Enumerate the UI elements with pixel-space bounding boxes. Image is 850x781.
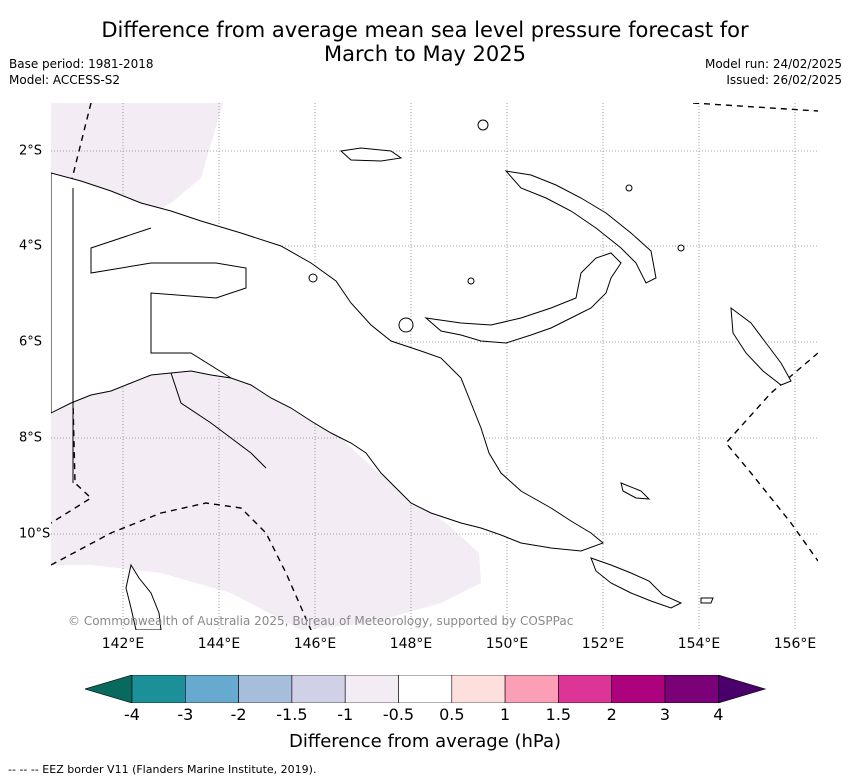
new-guinea-mainland [51,172,604,552]
new-ireland [504,170,657,284]
lon-label: 152°E [581,636,625,652]
lon-label: 150°E [485,636,529,652]
lat-label: 2°S [19,143,43,159]
colorbar-segment [291,675,346,703]
lon-label: 142°E [101,636,145,652]
lat-label: 10°S [19,526,51,542]
colorbar-segment [611,675,666,703]
eez-borders [51,103,818,630]
colorbar-tick-label: -1 [337,705,354,724]
colorbar-tick-label: -3 [177,705,194,724]
colorbar-tick-label: -4 [124,705,140,724]
colorbar-tick-label: 0.5 [439,705,465,724]
colorbar-segment [504,675,559,703]
colorbar [85,675,767,703]
colorbar-extend-high [717,675,767,703]
model-name: Model: ACCESS-S2 [9,73,121,87]
lat-label: 4°S [19,238,43,254]
colorbar-tick-label: 1.5 [545,705,572,724]
colorbar-label: Difference from average (hPa) [288,731,562,752]
manus-island [339,147,403,162]
lat-gridlines [51,150,818,535]
lon-label: 154°E [677,636,721,652]
colorbar-extend-low [85,675,133,703]
map-title: Difference from average mean sea level p… [0,18,850,66]
colorbar-segment [344,675,399,703]
run-info: Model run: 24/02/2025 Issued: 26/02/2025 [705,56,842,88]
map-canvas [51,103,818,630]
colorbar-segment [131,675,186,703]
cape-york [125,563,162,630]
lat-label: 8°S [19,430,43,446]
colorbar-segment [238,675,293,703]
base-period: Base period: 1981-2018 [9,57,154,71]
colorbar-tick-label: -0.5 [382,705,415,724]
model-run: Model run: 24/02/2025 [704,57,842,71]
bougainville [730,306,792,386]
title-line-2: March to May 2025 [324,42,526,66]
colorbar-segment [451,675,506,703]
lon-label: 156°E [773,636,817,652]
colorbar-segment [185,675,239,703]
colorbar-segment [558,675,612,703]
colorbar-segment [398,675,453,703]
colorbar-tick-label: 4 [713,705,724,724]
new-britain [424,252,622,344]
copyright-notice: © Commonwealth of Australia 2025, Bureau… [68,614,574,628]
colorbar-tick-label: 2 [606,705,617,724]
colorbar-tick-label: -1.5 [276,705,308,724]
eez-footnote: -- -- -- EEZ border V11 (Flanders Marine… [8,763,317,776]
lon-gridlines [122,103,796,630]
issued-date: Issued: 26/02/2025 [726,73,842,87]
lon-label: 146°E [293,636,337,652]
colorbar-tick-label: 3 [659,705,671,724]
lon-label: 144°E [197,636,241,652]
colorbar-tick-label: -2 [230,705,247,724]
base-info: Base period: 1981-2018 Model: ACCESS-S2 [9,56,154,88]
colorbar-tick-label: 1 [500,705,511,724]
title-line-1: Difference from average mean sea level p… [101,18,749,42]
coastlines [51,119,792,630]
lon-label: 148°E [389,636,433,652]
colorbar-segment [664,675,719,703]
lat-label: 6°S [19,334,43,350]
